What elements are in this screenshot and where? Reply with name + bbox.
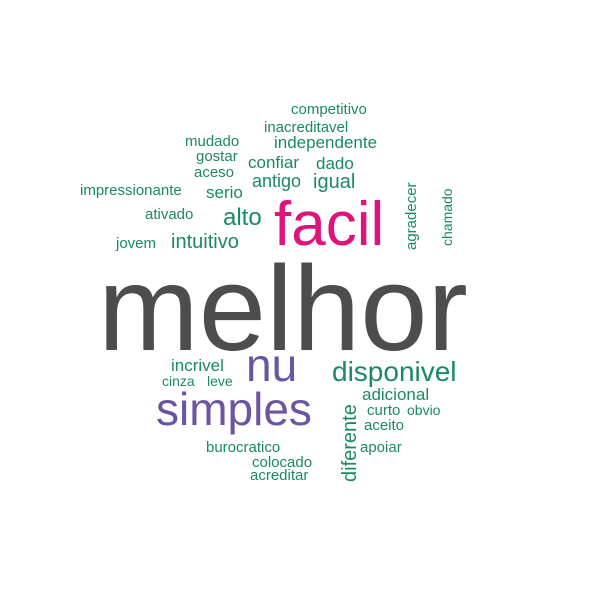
word-aceito: aceito <box>364 417 405 434</box>
word-competitivo: competitivo <box>291 101 367 118</box>
word-obvio: obvio <box>407 402 441 418</box>
word-impressionante: impressionante <box>80 182 182 199</box>
word-acreditar: acreditar <box>250 467 309 484</box>
word-disponivel: disponivel <box>332 356 457 387</box>
word-agradecer: agradecer <box>403 182 420 250</box>
word-dado: dado <box>316 154 354 173</box>
word-independente: independente <box>274 133 378 152</box>
word-ativado: ativado <box>145 206 194 223</box>
word-jovem: jovem <box>116 235 157 252</box>
word-nu: nu <box>246 339 298 391</box>
word-cinza: cinza <box>162 373 195 389</box>
word-gostar: gostar <box>196 148 238 165</box>
word-inacreditavel: inacreditavel <box>264 119 349 136</box>
word-chamado: chamado <box>439 188 455 246</box>
word-simples: simples <box>156 383 312 435</box>
word-aceso: aceso <box>194 164 235 181</box>
word-apoiar: apoiar <box>360 439 402 456</box>
word-curto: curto <box>367 402 401 419</box>
word-colocado: colocado <box>252 454 313 471</box>
word-facil: facil <box>274 190 385 259</box>
word-diferente: diferente <box>339 404 361 482</box>
word-adicional: adicional <box>362 385 430 404</box>
word-igual: igual <box>313 171 356 193</box>
word-intuitivo: intuitivo <box>171 231 239 253</box>
word-confiar: confiar <box>248 153 300 172</box>
word-serio: serio <box>206 183 243 202</box>
word-melhor: melhor <box>98 240 468 376</box>
word-incrivel: incrivel <box>171 356 224 375</box>
word-mudado: mudado <box>185 133 240 150</box>
word-burocratico: burocratico <box>206 439 281 456</box>
word-leve: leve <box>207 373 233 389</box>
word-alto: alto <box>223 204 262 231</box>
word-antigo: antigo <box>252 171 302 191</box>
